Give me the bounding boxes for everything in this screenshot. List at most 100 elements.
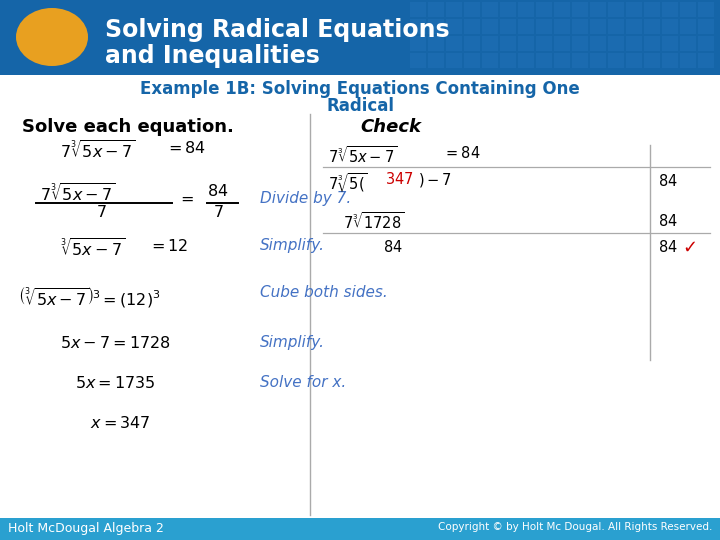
Bar — [464, 2, 480, 17]
Text: $= 84$: $= 84$ — [165, 140, 206, 156]
Bar — [572, 2, 588, 17]
Bar — [464, 53, 480, 68]
Bar — [446, 19, 462, 34]
Bar — [482, 2, 498, 17]
Bar — [590, 36, 606, 51]
Bar — [680, 53, 696, 68]
Text: Holt McDougal Algebra 2: Holt McDougal Algebra 2 — [8, 522, 164, 535]
Bar — [662, 53, 678, 68]
Text: $\left(\sqrt[3]{5x-7}\right)^{\!3} = (12)^3$: $\left(\sqrt[3]{5x-7}\right)^{\!3} = (12… — [18, 285, 161, 309]
Bar — [518, 19, 534, 34]
Bar — [464, 19, 480, 34]
Text: $x = 347$: $x = 347$ — [90, 415, 150, 431]
Bar — [680, 2, 696, 17]
Bar — [536, 36, 552, 51]
Bar — [554, 53, 570, 68]
Bar — [626, 2, 642, 17]
Text: ✓: ✓ — [682, 239, 697, 257]
Text: $84$: $84$ — [207, 183, 228, 199]
Bar — [0, 0, 720, 75]
Bar — [482, 36, 498, 51]
Bar — [608, 2, 624, 17]
Bar — [554, 36, 570, 51]
Bar — [590, 19, 606, 34]
Bar — [626, 19, 642, 34]
Bar — [446, 36, 462, 51]
Bar — [428, 36, 444, 51]
Bar — [500, 19, 516, 34]
Bar — [626, 36, 642, 51]
Bar — [662, 36, 678, 51]
Bar — [518, 2, 534, 17]
Text: Solving Radical Equations: Solving Radical Equations — [105, 18, 449, 42]
Text: Radical: Radical — [326, 97, 394, 115]
Bar — [608, 53, 624, 68]
Bar — [698, 2, 714, 17]
Bar — [572, 36, 588, 51]
Text: $= 84$: $= 84$ — [443, 145, 481, 161]
Bar — [572, 19, 588, 34]
Text: $=$: $=$ — [177, 191, 194, 206]
Bar — [500, 2, 516, 17]
Bar — [644, 19, 660, 34]
Text: $7$: $7$ — [213, 204, 224, 220]
Text: $84$: $84$ — [383, 239, 402, 255]
Bar — [644, 36, 660, 51]
Bar — [482, 53, 498, 68]
Bar — [428, 19, 444, 34]
Text: $= 12$: $= 12$ — [148, 238, 189, 254]
Text: $7\sqrt[3]{5x-7}$: $7\sqrt[3]{5x-7}$ — [40, 183, 115, 205]
Text: $347$: $347$ — [385, 171, 414, 187]
Text: $84$: $84$ — [658, 213, 678, 229]
Text: Copyright © by Holt Mc Dougal. All Rights Reserved.: Copyright © by Holt Mc Dougal. All Right… — [438, 522, 712, 532]
Text: $7\sqrt[3]{5x-7}$: $7\sqrt[3]{5x-7}$ — [60, 140, 135, 162]
Bar — [698, 36, 714, 51]
Text: $5x = 1735$: $5x = 1735$ — [75, 375, 156, 391]
Bar — [680, 19, 696, 34]
Bar — [608, 36, 624, 51]
Bar — [410, 36, 426, 51]
Bar — [536, 53, 552, 68]
Text: $7\sqrt[3]{1728}$: $7\sqrt[3]{1728}$ — [343, 211, 404, 232]
Bar — [662, 2, 678, 17]
Bar — [644, 2, 660, 17]
Text: Cube both sides.: Cube both sides. — [260, 285, 388, 300]
Text: $7\sqrt[3]{5(}$: $7\sqrt[3]{5(}$ — [328, 171, 368, 195]
Bar — [500, 36, 516, 51]
Text: Divide by 7.: Divide by 7. — [260, 191, 351, 206]
Bar — [410, 2, 426, 17]
Bar — [536, 19, 552, 34]
Text: Simplify.: Simplify. — [260, 238, 325, 253]
Bar — [518, 36, 534, 51]
Text: Simplify.: Simplify. — [260, 335, 325, 350]
Bar — [590, 53, 606, 68]
Bar — [572, 53, 588, 68]
Bar — [536, 2, 552, 17]
Text: Solve for x.: Solve for x. — [260, 375, 346, 390]
Bar — [626, 53, 642, 68]
Bar — [698, 53, 714, 68]
Bar — [428, 2, 444, 17]
Bar — [446, 2, 462, 17]
Text: $\sqrt[3]{5x-7}$: $\sqrt[3]{5x-7}$ — [60, 238, 125, 260]
Text: $5x - 7 = 1728$: $5x - 7 = 1728$ — [60, 335, 171, 351]
Bar — [518, 53, 534, 68]
Bar — [608, 19, 624, 34]
Bar — [554, 2, 570, 17]
Bar — [446, 53, 462, 68]
Bar — [590, 2, 606, 17]
Text: $84$: $84$ — [658, 239, 678, 255]
Bar — [410, 53, 426, 68]
Bar — [662, 19, 678, 34]
Bar — [644, 53, 660, 68]
Bar — [500, 53, 516, 68]
Ellipse shape — [16, 8, 88, 66]
Bar — [0, 518, 720, 540]
Text: Example 1B: Solving Equations Containing One: Example 1B: Solving Equations Containing… — [140, 80, 580, 98]
Bar — [464, 36, 480, 51]
Text: Check: Check — [360, 118, 421, 136]
Text: $7\sqrt[3]{5x-7}$: $7\sqrt[3]{5x-7}$ — [328, 145, 397, 166]
Text: $)-7$: $)-7$ — [418, 171, 451, 189]
Bar — [554, 19, 570, 34]
Bar — [680, 36, 696, 51]
